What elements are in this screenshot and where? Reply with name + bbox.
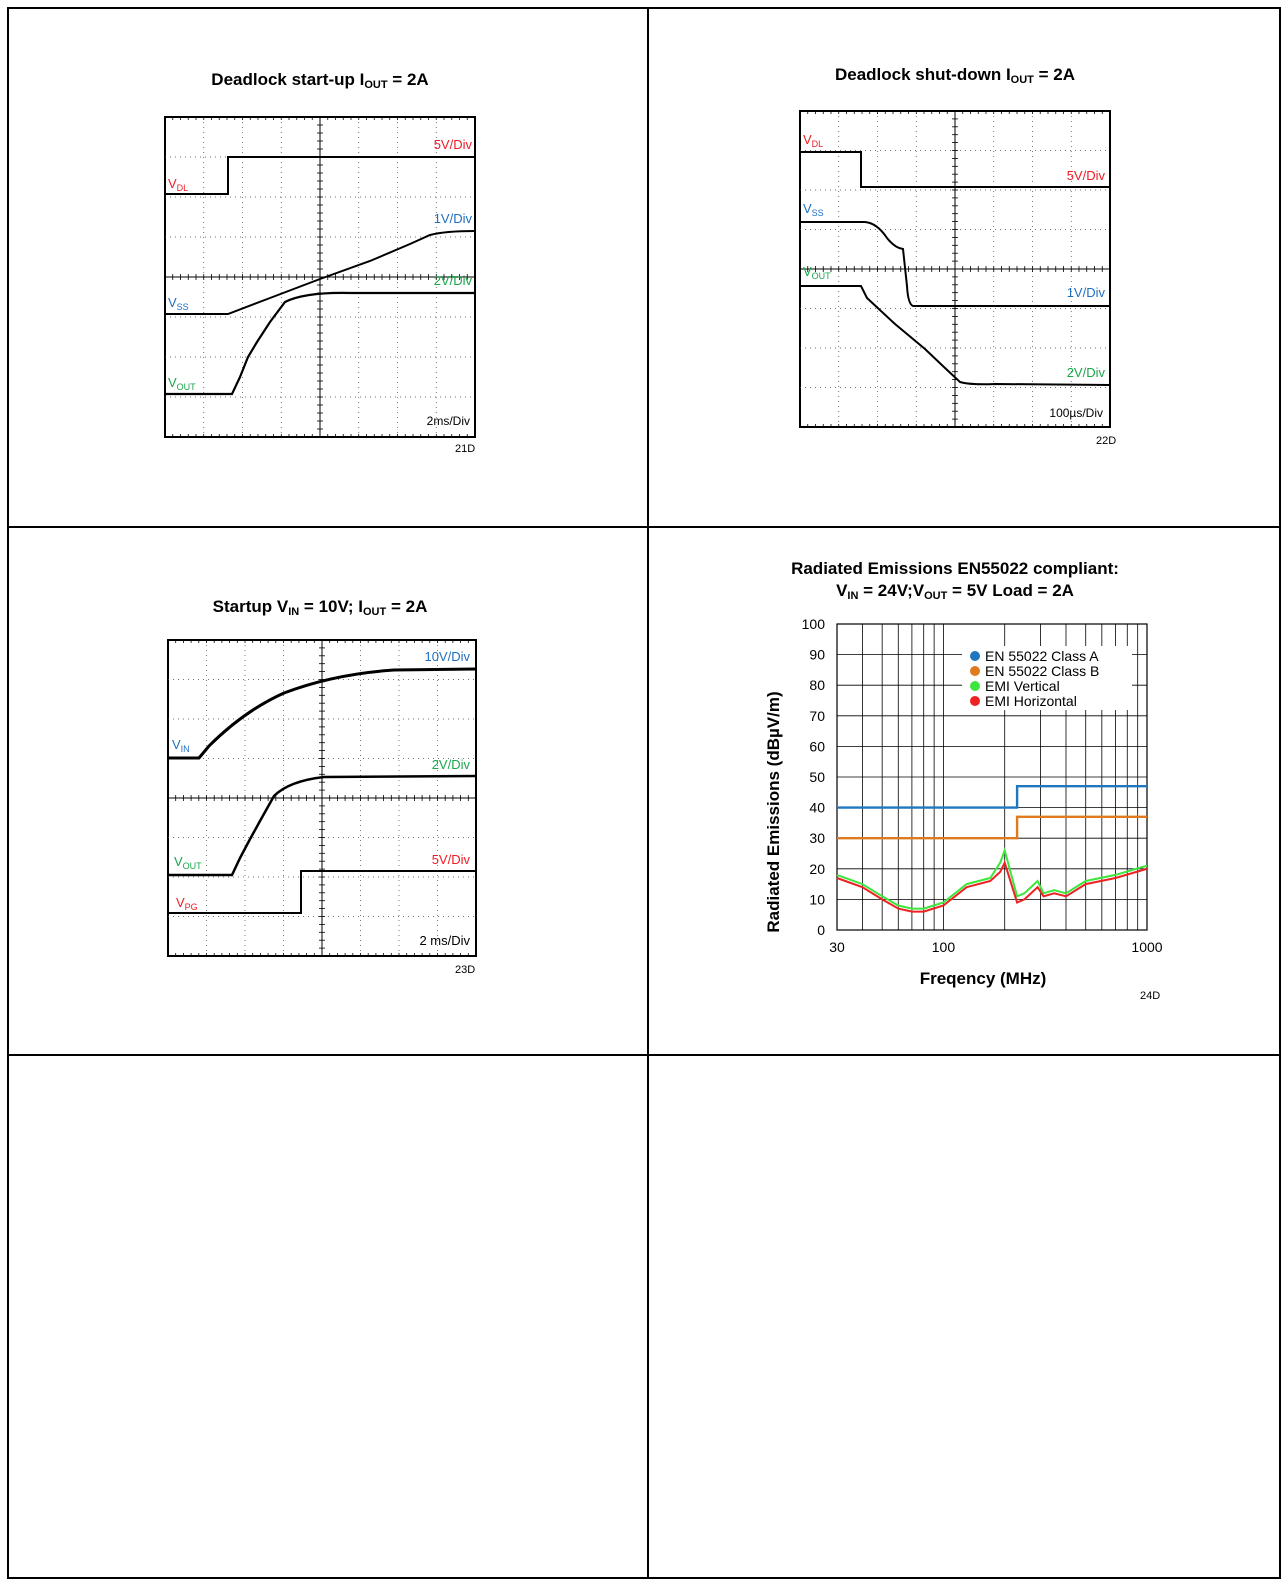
vdl-trace [165, 156, 475, 195]
series-line-2 [836, 847, 1148, 910]
fig22-id: 22D [1096, 435, 1117, 447]
fig24-id: 24D [1140, 990, 1161, 1002]
scope-graticule [167, 639, 477, 957]
scope-graticule [164, 116, 476, 438]
vin-trace [168, 667, 477, 760]
vdl-label: VDL [803, 132, 823, 149]
legend-marker [970, 696, 980, 706]
ytick-label: 90 [809, 647, 825, 663]
legend-label: EMI Horizontal [985, 693, 1077, 709]
emi-xlabel: Freqency (MHz) [920, 969, 1047, 988]
legend-marker [970, 651, 980, 661]
vout-label: VOUT [168, 375, 196, 392]
ytick-label: 10 [809, 891, 825, 907]
series-line-0 [837, 785, 1147, 809]
xtick-label: 30 [829, 939, 845, 955]
ytick-label: 0 [817, 922, 825, 938]
emi-series [836, 785, 1148, 913]
series-line-3 [836, 860, 1148, 913]
column-divider [647, 9, 649, 1577]
scale-green: 2V/Div [1067, 365, 1106, 380]
vss-label: VSS [803, 201, 824, 218]
scale-red: 5V/Div [434, 137, 473, 152]
figure-grid [7, 7, 1281, 1579]
ytick-label: 20 [809, 861, 825, 877]
vout-label: VOUT [803, 264, 831, 281]
scale-blue: 10V/Div [424, 649, 470, 664]
vss-trace [165, 230, 476, 315]
fig23-id: 23D [455, 964, 476, 976]
fig24-title: Radiated Emissions EN55022 compliant: VI… [791, 559, 1119, 602]
vss-trace [800, 221, 1110, 307]
ytick-label: 80 [809, 677, 825, 693]
ytick-label: 60 [809, 738, 825, 754]
ytick-label: 30 [809, 830, 825, 846]
scale-blue: 1V/Div [1067, 285, 1106, 300]
vout-trace [165, 291, 475, 396]
vout-label: VOUT [174, 854, 202, 871]
legend-label: EN 55022 Class A [985, 648, 1099, 664]
emi-ticks: 0 10 20 30 40 50 60 70 80 90 100 30 100 1000 [802, 616, 1163, 955]
vin-label: VIN [172, 737, 190, 754]
ytick-label: 100 [802, 616, 826, 632]
scale-green: 2V/Div [432, 757, 471, 772]
fig23-title: Startup VIN = 10V; IOUT = 2A [212, 597, 428, 618]
ytick-label: 40 [809, 800, 825, 816]
fig21-scope: VDL VSS VOUT 5V/Div 1V/Div 2V/Div 2ms/Di… [164, 116, 476, 438]
row-divider-1 [9, 526, 1279, 528]
legend-box [962, 646, 1132, 710]
scope-graticule [799, 110, 1111, 428]
vpg-label: VPG [176, 895, 198, 912]
fig23-scope: VIN VOUT VPG 10V/Div 2V/Div 5V/Div 2 ms/… [167, 639, 477, 957]
fig21-title: Deadlock start-up IOUT = 2A [211, 70, 429, 91]
row-divider-2 [9, 1054, 1279, 1056]
legend-label: EMI Vertical [985, 678, 1060, 694]
fig24-emi-chart: 0 10 20 30 40 50 60 70 80 90 100 30 100 1000 EN 55022… [764, 616, 1163, 988]
xtick-label: 100 [932, 939, 956, 955]
ytick-label: 70 [809, 708, 825, 724]
fig22-title: Deadlock shut-down IOUT = 2A [834, 65, 1076, 86]
series-line-1 [837, 815, 1147, 840]
scale-green: 2V/Div [434, 273, 473, 288]
time-scale: 2ms/Div [427, 414, 470, 428]
vdl-trace [800, 151, 1110, 188]
ytick-label: 50 [809, 769, 825, 785]
fig21-id: 21D [455, 443, 476, 455]
xtick-label: 1000 [1131, 939, 1162, 955]
time-scale: 100µs/Div [1049, 406, 1103, 420]
scale-red: 5V/Div [432, 852, 471, 867]
scale-blue: 1V/Div [434, 211, 473, 226]
vdl-label: VDL [168, 176, 188, 193]
time-scale: 2 ms/Div [419, 933, 470, 948]
scale-red: 5V/Div [1067, 168, 1106, 183]
fig22-scope: VDL VSS VOUT 5V/Div 1V/Div 2V/Div 100µs/… [799, 110, 1111, 428]
legend-marker [970, 681, 980, 691]
vout-trace [800, 285, 1111, 386]
vout-trace [168, 774, 477, 877]
vss-label: VSS [168, 295, 189, 312]
vpg-trace [168, 870, 476, 914]
legend-label: EN 55022 Class B [985, 663, 1099, 679]
emi-ylabel: Radiated Emissions (dBµV/m) [764, 691, 783, 932]
legend-marker [970, 666, 980, 676]
